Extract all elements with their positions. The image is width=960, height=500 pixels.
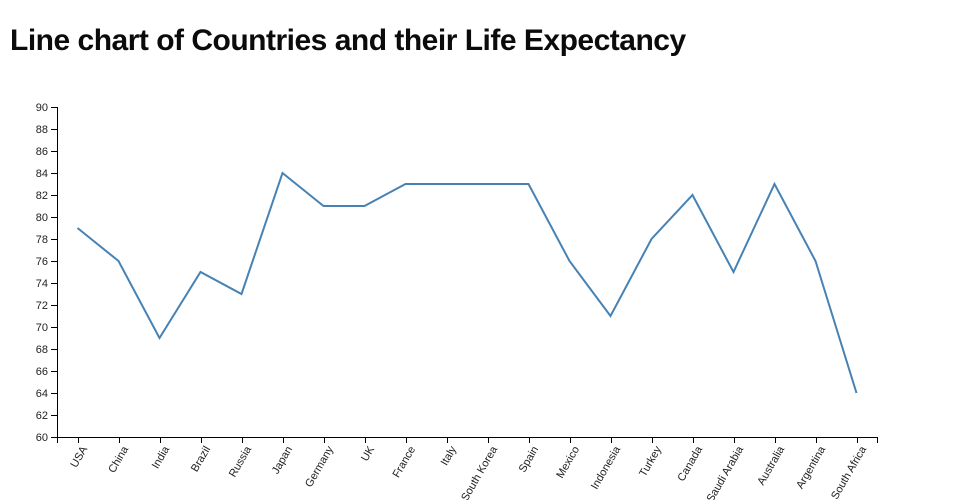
x-axis-tick-label: Russia [227,443,255,479]
x-axis-tick-label: Saudi Arabia [705,444,747,500]
y-axis-tick-label: 80 [36,212,48,224]
x-axis-tick-label: South Korea [459,443,500,500]
y-axis-tick-label: 82 [36,190,48,202]
y-axis-tick-label: 84 [36,168,48,180]
x-axis-tick-label: Canada [675,444,705,484]
y-axis-tick-label: 78 [36,234,48,246]
life-expectancy-line [76,171,858,394]
chart-title: Line chart of Countries and their Life E… [10,24,686,57]
x-axis-domain [57,437,878,443]
y-axis-tick-label: 72 [36,300,48,312]
x-axis-tick-label: South Africa [829,444,869,500]
y-axis: 60 62 64 66 68 70 72 74 76 78 80 82 84 86 88 90 [36,102,58,444]
y-axis-tick-label: 68 [36,344,48,356]
y-axis-tick-label: 64 [36,388,48,400]
x-axis-tick-label: China [106,444,131,476]
x-axis-tick-label: Turkey [637,444,664,479]
x-axis: USA China India Brazil Russia Japan Germany UK F… [57,437,878,500]
x-axis-tick-label: France [391,444,419,480]
x-axis-tick-label: Argentina [794,444,828,492]
x-axis-tick-label: USA [68,444,90,470]
y-axis-tick-label: 70 [36,322,48,334]
x-axis-tick-label: Indonesia [589,444,624,492]
x-axis-tick-label: Japan [270,444,295,476]
x-axis-tick-label: India [150,444,173,471]
x-axis-tick-label: Brazil [189,444,213,474]
x-axis-tick-label: Mexico [554,444,582,480]
y-axis-tick-label: 60 [36,432,48,444]
y-axis-tick-label: 88 [36,124,48,136]
y-axis-domain [51,107,58,438]
y-axis-tick-label: 62 [36,410,48,422]
y-axis-tick-label: 86 [36,146,48,158]
y-axis-tick-label: 76 [36,256,48,268]
x-axis-tick-label: Italy [439,444,460,468]
x-axis-tick-label: Germany [303,444,336,490]
x-axis-tick-label: Australia [755,443,787,487]
y-axis-tick-label: 74 [36,278,48,290]
y-axis-tick-label: 66 [36,366,48,378]
x-axis-tick-label: Spain [517,444,541,474]
x-axis-tick-label: UK [359,444,377,464]
y-axis-tick-label: 90 [36,102,48,114]
